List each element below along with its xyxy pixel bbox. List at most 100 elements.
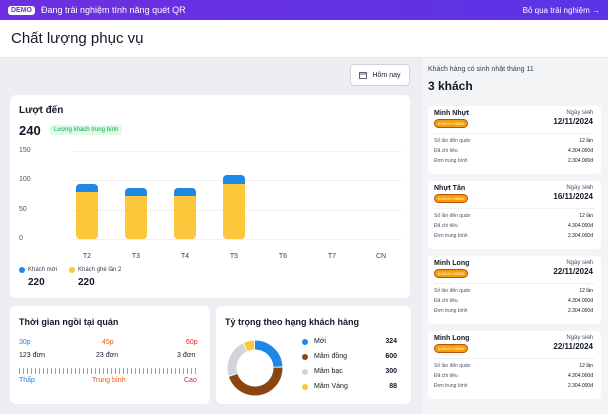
x-tick-label: T3 (131, 253, 141, 260)
demo-banner-text: Đang trải nghiệm tính năng quét QR (41, 5, 186, 15)
divider (434, 133, 595, 134)
visits-card: Lượt đến 240 Lượng khách trung bình 150 1… (10, 95, 410, 298)
new-customers-value: 220 (28, 277, 45, 288)
stat-value: 2.304.000đ (567, 383, 593, 389)
birthday-customer-card[interactable]: Minh Long KHÁCH VÀNG → Ngày sinh 22/11/2024 S… (428, 256, 601, 324)
time-scale-ticks (19, 368, 199, 374)
birthday-panel: Khách hàng có sinh nhật tháng 11 3 khách… (420, 58, 608, 414)
stat-label: Đã chi tiêu (434, 373, 458, 379)
birth-label: Ngày sinh (566, 335, 593, 341)
customer-stat-row: Đơn trung bình 2.304.000đ (434, 383, 593, 389)
stat-value: 12 lần (579, 138, 593, 144)
tier-card: Tỷ trọng theo hạng khách hàng Mới 324 Mâm … (216, 306, 411, 404)
count-30: 123 đơn (19, 352, 46, 359)
visit-bar-new (223, 175, 245, 185)
today-date-button[interactable]: Hôm nay (350, 64, 410, 86)
tier-dot (302, 353, 308, 360)
birth-date: 12/11/2024 (553, 117, 593, 126)
x-tick-label: T2 (82, 253, 92, 260)
birth-label: Ngày sinh (566, 110, 593, 116)
tier-label: Mâm đồng (314, 353, 348, 360)
tier-row: Mâm bạc 300 (302, 368, 397, 375)
stat-label: Số lần đến quán (434, 138, 471, 144)
customer-stat-row: Đơn trung bình 2.304.000đ (434, 158, 593, 164)
x-tick-label: T4 (180, 253, 190, 260)
stat-label: Đơn trung bình (434, 158, 468, 164)
visit-bar (174, 188, 196, 239)
stat-value: 2.304.000đ (567, 158, 593, 164)
count-45: 23 đơn (96, 352, 119, 359)
tier-value: 324 (385, 338, 397, 345)
x-tick-label: CN (375, 253, 387, 260)
birth-label: Ngày sinh (566, 260, 593, 266)
tier-dot (302, 368, 308, 375)
vip-badge: KHÁCH VÀNG (434, 344, 469, 353)
stat-label: Đã chi tiêu (434, 223, 458, 229)
stat-value: 2.304.000đ (567, 308, 593, 314)
birthday-customer-card[interactable]: Nhựt Tân KHÁCH VÀNG → Ngày sinh 16/11/2024 Số… (428, 181, 601, 249)
stat-label: Số lần đến quán (434, 363, 471, 369)
donut-slice (228, 367, 283, 396)
visit-bar (76, 184, 98, 239)
donut-slice (254, 340, 283, 368)
x-tick-label: T6 (278, 253, 288, 260)
customer-stat-row: Đã chi tiêu 4.304.000đ (434, 298, 593, 304)
x-tick-label: T5 (229, 253, 239, 260)
tier-value: 88 (389, 383, 397, 390)
page-header: Chất lượng phục vụ (0, 20, 608, 58)
customer-name: Nhựt Tân (434, 185, 466, 192)
level-mid: Trung bình (92, 377, 126, 384)
tier-row: Mới 324 (302, 338, 397, 345)
visits-badge: Lượng khách trung bình (50, 125, 123, 135)
birthday-customer-card[interactable]: Minh Long KHÁCH VÀNG → Ngày sinh 22/11/2024 S… (428, 331, 601, 399)
customer-name: Minh Long (434, 260, 470, 267)
stat-value: 4.304.000đ (567, 373, 593, 379)
stat-label: Số lần đến quán (434, 288, 471, 294)
tier-label: Mới (314, 338, 326, 345)
visit-bar-return (223, 184, 245, 239)
visit-bar-new (125, 188, 147, 197)
donut-slice (243, 340, 255, 352)
customer-name: Minh Long (434, 335, 470, 342)
donut-slice (227, 343, 248, 376)
birth-date: 22/11/2024 (553, 267, 593, 276)
tier-label: Mâm bạc (314, 368, 343, 375)
vip-badge: KHÁCH VÀNG (434, 119, 469, 128)
visit-bar (125, 188, 147, 239)
birth-date: 16/11/2024 (553, 192, 593, 201)
tier-label: Mâm Vàng (314, 383, 348, 390)
stat-value: 4.304.000đ (567, 298, 593, 304)
stat-label: Đơn trung bình (434, 308, 468, 314)
stat-label: Đã chi tiêu (434, 148, 458, 154)
birthday-count: 3 khách (428, 79, 473, 93)
visit-bar-return (76, 192, 98, 239)
arrow-right-icon: → (584, 332, 592, 341)
demo-badge: DEMO (8, 5, 35, 15)
page-title: Chất lượng phục vụ (11, 30, 144, 47)
birth-date: 22/11/2024 (553, 342, 593, 351)
customer-stat-row: Đã chi tiêu 4.304.000đ (434, 148, 593, 154)
y-tick-label: 50 (19, 205, 27, 213)
vip-badge: KHÁCH VÀNG (434, 269, 469, 278)
birthday-customer-card[interactable]: Minh Nhựt KHÁCH VÀNG → Ngày sinh 12/11/2024 S… (428, 106, 601, 174)
arrow-right-icon: → (584, 257, 592, 266)
sitting-time-card: Thời gian ngồi tại quán 30p 45p 60p 123 … (10, 306, 210, 404)
tier-dot (302, 383, 308, 390)
visit-bar-new (174, 188, 196, 197)
skip-demo-link[interactable]: Bỏ qua trải nghiệm → (522, 5, 600, 15)
stat-value: 4.304.000đ (567, 148, 593, 154)
customer-stat-row: Số lần đến quán 12 lần (434, 213, 593, 219)
visits-title: Lượt đến (19, 105, 64, 116)
visit-bar-return (125, 196, 147, 239)
customer-stat-row: Đã chi tiêu 4.304.000đ (434, 373, 593, 379)
customer-stat-row: Đơn trung bình 2.304.000đ (434, 233, 593, 239)
tier-value: 300 (385, 368, 397, 375)
legend-new-dot (19, 267, 25, 273)
visit-bar-new (76, 184, 98, 193)
tier-row: Mâm Vàng 88 (302, 383, 397, 390)
sitting-time-title: Thời gian ngồi tại quán (19, 317, 119, 327)
birth-label: Ngày sinh (566, 185, 593, 191)
count-60: 3 đơn (177, 352, 196, 359)
divider (434, 208, 595, 209)
customer-stat-row: Số lần đến quán 12 lần (434, 363, 593, 369)
